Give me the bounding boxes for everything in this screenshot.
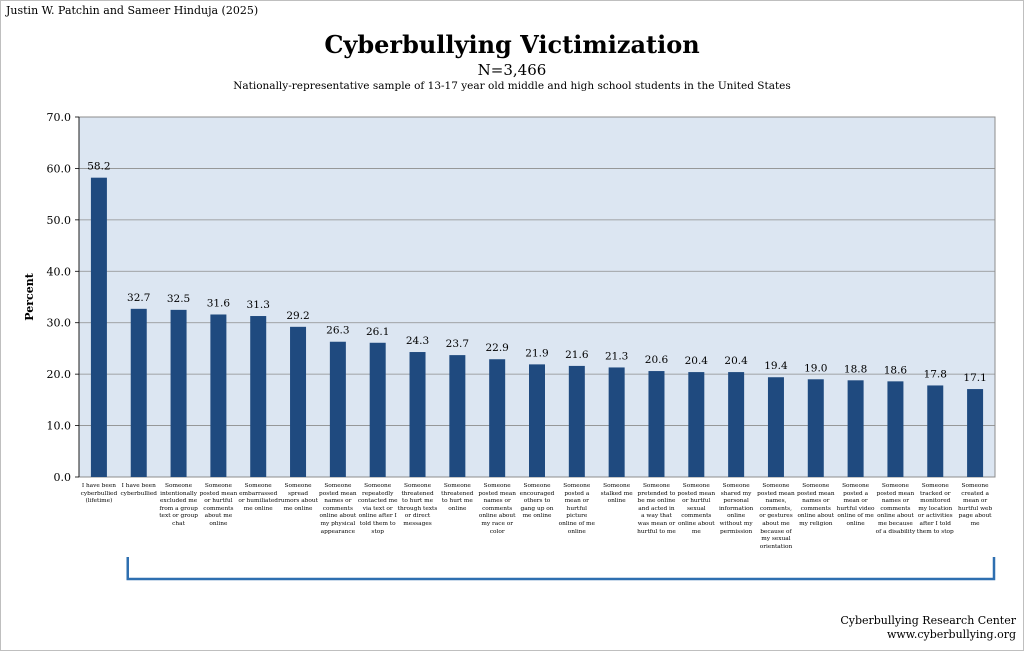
data-label: 21.6 (565, 349, 589, 361)
x-tick-label: Someone intentionally excluded me from a… (159, 483, 198, 527)
y-tick-label: 0.0 (54, 471, 72, 484)
x-tick-label: Someone posted a mean or hurtful video o… (836, 483, 875, 527)
x-tick-label: Someone stalked me online (600, 483, 633, 505)
x-tick-label: Someone posted mean names or comments on… (796, 483, 835, 527)
x-tick-label: Someone spread rumors about me online (278, 483, 318, 512)
y-tick-label: 10.0 (47, 420, 72, 433)
data-label: 24.3 (406, 335, 429, 347)
data-label: 31.3 (247, 299, 270, 311)
data-label: 23.7 (446, 338, 469, 350)
y-tick-label: 60.0 (47, 162, 72, 175)
x-tick-label: Someone tracked or monitored my location… (916, 483, 954, 535)
data-label: 17.8 (924, 368, 947, 380)
bar (529, 364, 545, 477)
data-label: 32.7 (127, 292, 150, 304)
x-tick-label: Someone posted mean names or comments on… (319, 483, 357, 535)
footer: Cyberbullying Research Center www.cyberb… (840, 614, 1016, 642)
bar (90, 177, 107, 477)
y-tick-label: 70.0 (47, 111, 72, 124)
y-tick-label: 20.0 (47, 368, 72, 381)
x-tick-label: Someone created a mean or hurtful web pa… (957, 483, 993, 527)
x-tick-label: I have been cyberbullied (lifetime) (80, 483, 118, 505)
x-tick-label: Someone posted mean names, comments, or … (757, 483, 795, 550)
data-label: 58.2 (87, 161, 110, 173)
data-label: 17.1 (963, 372, 986, 384)
x-tick-label: Someone pretended to be me online and ac… (637, 483, 676, 535)
bar (130, 308, 147, 477)
x-tick-label: Someone encouraged others to gang up on … (519, 483, 555, 520)
data-label: 22.9 (485, 342, 508, 354)
bar (967, 389, 984, 477)
y-tick-label: 50.0 (47, 214, 72, 227)
bar (648, 371, 665, 477)
x-tick-label: Someone embarrassed or humiliated me onl… (238, 483, 278, 512)
bar (250, 316, 267, 477)
x-tick-label: Someone threatened to hurt me through te… (397, 483, 438, 527)
y-axis-label: Percent (23, 272, 36, 320)
data-label: 19.0 (804, 362, 827, 374)
author-credit: Justin W. Patchin and Sameer Hinduja (20… (6, 4, 259, 17)
footer-url: www.cyberbullying.org (886, 628, 1016, 641)
bar (887, 381, 904, 477)
y-tick-label: 40.0 (47, 265, 72, 278)
data-label: 32.5 (167, 293, 190, 305)
x-tick-label: Someone posted mean or hurtful comments … (199, 483, 238, 527)
data-label: 20.4 (685, 355, 709, 367)
bar (449, 355, 466, 477)
bar (608, 367, 625, 477)
data-label: 26.3 (326, 325, 349, 337)
bar (728, 372, 745, 477)
bar (329, 341, 346, 477)
bar (369, 342, 386, 477)
bar (847, 380, 864, 477)
bar (489, 359, 506, 477)
bar (170, 309, 187, 477)
x-tick-label: Someone posted mean names or comments on… (478, 483, 516, 535)
x-tick-label: Someone posted mean names or comments on… (875, 483, 916, 535)
bar (927, 385, 944, 477)
data-label: 18.6 (884, 364, 908, 376)
x-tick-label: Someone shared my personal information o… (718, 483, 754, 535)
data-label: 31.6 (207, 297, 231, 309)
chart-title: Cyberbullying Victimization (324, 30, 700, 59)
bar (807, 379, 824, 477)
bar (767, 377, 784, 477)
x-tick-label: I have been cyberbullied (120, 483, 158, 497)
data-label: 19.4 (764, 360, 788, 372)
chart-subtitle: Nationally-representative sample of 13-1… (233, 80, 791, 92)
x-tick-label: Someone posted mean or hurtful sexual co… (677, 483, 716, 535)
grouping-bracket (126, 557, 996, 581)
y-tick-label: 30.0 (47, 317, 72, 330)
x-tick-label: Someone threatened to hurt me online (441, 483, 474, 512)
x-tick-label: Someone posted a mean or hurtful picture… (558, 483, 595, 535)
data-label: 21.9 (525, 347, 548, 359)
data-label: 26.1 (366, 326, 389, 338)
bar (409, 352, 426, 477)
data-label: 29.2 (286, 310, 309, 322)
bar (290, 326, 307, 477)
bar (210, 314, 227, 477)
sample-size-label: N=3,466 (477, 61, 547, 79)
data-label: 20.6 (645, 354, 669, 366)
data-label: 20.4 (724, 355, 748, 367)
bar (688, 372, 705, 477)
data-label: 18.8 (844, 363, 867, 375)
bar (568, 365, 585, 477)
footer-org: Cyberbullying Research Center (840, 614, 1016, 627)
x-tick-label: Someone repeatedly contacted me via text… (357, 483, 398, 535)
data-label: 21.3 (605, 350, 628, 362)
